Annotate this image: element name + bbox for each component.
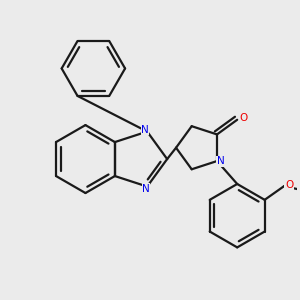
Text: O: O — [240, 112, 248, 122]
Text: N: N — [217, 156, 224, 166]
Text: N: N — [142, 184, 150, 194]
Text: N: N — [141, 125, 149, 135]
Text: O: O — [285, 179, 293, 190]
